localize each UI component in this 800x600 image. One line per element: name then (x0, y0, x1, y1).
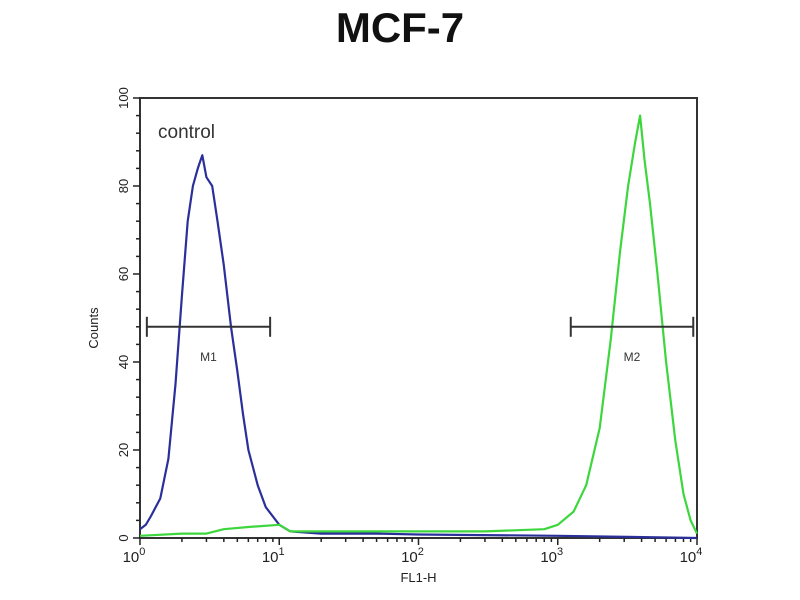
chart-title: MCF-7 (335, 4, 465, 51)
x-tick-label: 104 (680, 546, 703, 566)
x-tick-label: 101 (262, 546, 285, 566)
marker-label: M2 (624, 350, 641, 364)
series-line-series-2 (139, 114, 698, 537)
y-tick-label: 100 (116, 87, 131, 109)
control-label: control (158, 122, 215, 143)
y-tick-label: 40 (116, 355, 131, 369)
y-tick-label: 0 (116, 534, 131, 541)
y-tick-label: 80 (116, 179, 131, 193)
x-tick-label: 102 (401, 546, 424, 566)
x-axis-label: FL1-H (400, 570, 436, 585)
x-tick-label: 100 (123, 546, 146, 566)
series-line-control (139, 154, 698, 540)
y-axis-label: Counts (86, 307, 101, 349)
marker-label: M1 (200, 350, 217, 364)
y-tick-label: 20 (116, 443, 131, 457)
y-tick-label: 60 (116, 267, 131, 281)
x-tick-label: 103 (540, 546, 563, 566)
